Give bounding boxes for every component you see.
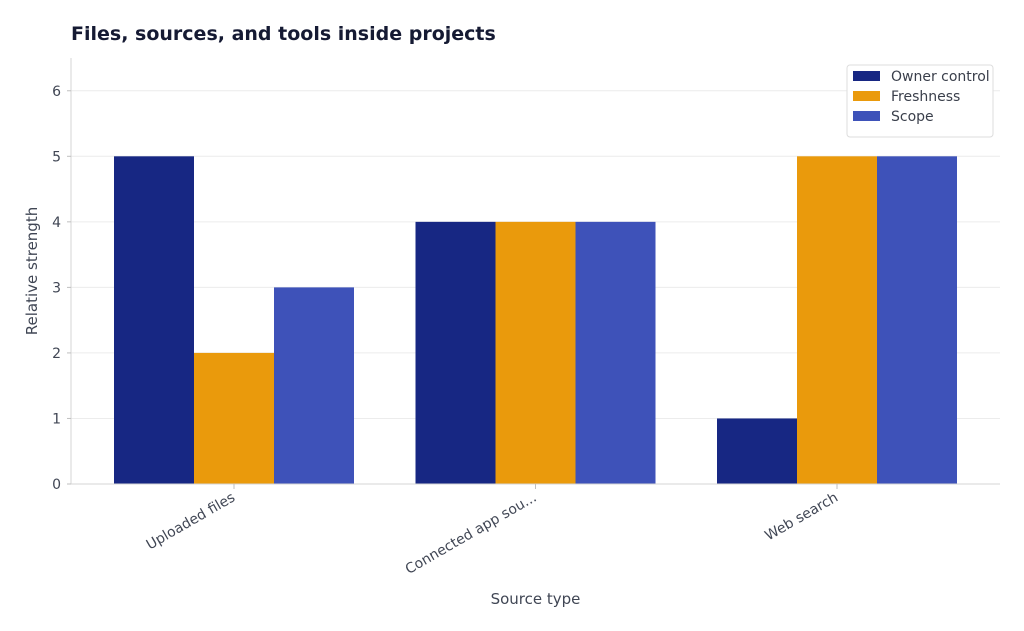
x-tick-label: Web search bbox=[762, 490, 841, 545]
x-tick-labels: Uploaded files Connected app sou... Web se… bbox=[144, 484, 841, 578]
bar-owner-control-uploaded-files bbox=[114, 156, 194, 485]
bar-freshness-uploaded-files bbox=[194, 352, 274, 484]
x-tick-label: Uploaded files bbox=[144, 490, 238, 554]
bar-scope-connected-app-sou bbox=[575, 221, 656, 484]
legend-swatch-freshness bbox=[853, 91, 880, 101]
x-tick-label: Connected app sou... bbox=[403, 490, 540, 578]
y-tick-label: 1 bbox=[52, 411, 61, 427]
y-tick-label: 3 bbox=[52, 280, 61, 296]
x-axis-label: Source type bbox=[491, 590, 581, 608]
legend-label-freshness: Freshness bbox=[891, 89, 960, 105]
y-axis-label: Relative strength bbox=[23, 207, 41, 335]
legend-swatch-owner-control bbox=[853, 71, 880, 81]
y-tick-label: 2 bbox=[52, 346, 61, 362]
bar-scope-uploaded-files bbox=[274, 287, 354, 484]
bar-scope-web-search bbox=[877, 156, 957, 485]
y-tick-label: 5 bbox=[52, 149, 61, 165]
y-tick-label: 4 bbox=[52, 215, 61, 231]
bars bbox=[114, 156, 957, 485]
bar-freshness-web-search bbox=[797, 156, 877, 485]
y-tick-label: 0 bbox=[52, 477, 61, 493]
legend: Owner control Freshness Scope bbox=[846, 64, 994, 138]
bar-owner-control-connected-app-sou bbox=[415, 221, 496, 484]
bar-freshness-connected-app-sou bbox=[495, 221, 576, 484]
legend-swatch-scope bbox=[853, 111, 880, 121]
y-tick-labels: 0 1 2 3 4 5 6 bbox=[52, 84, 71, 493]
bar-owner-control-web-search bbox=[717, 418, 797, 484]
legend-label-owner-control: Owner control bbox=[891, 69, 990, 85]
y-tick-label: 6 bbox=[52, 84, 61, 100]
chart-title: Files, sources, and tools inside project… bbox=[71, 23, 496, 45]
legend-label-scope: Scope bbox=[891, 109, 934, 125]
legend-box bbox=[846, 64, 994, 138]
